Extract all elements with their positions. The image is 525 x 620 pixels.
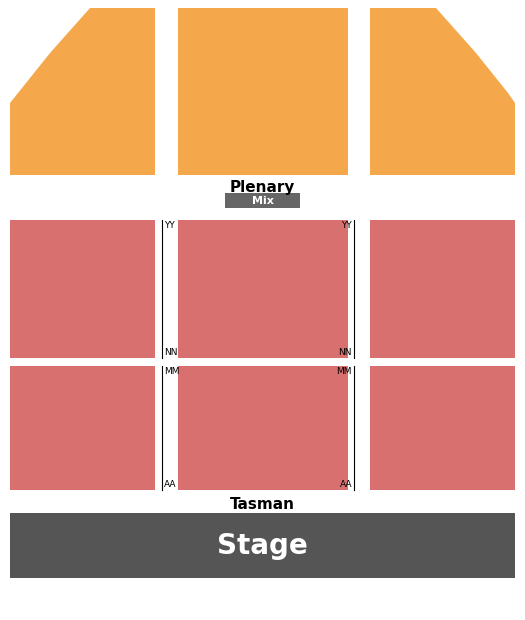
Text: MM: MM xyxy=(337,367,352,376)
Polygon shape xyxy=(370,220,515,358)
Text: YY: YY xyxy=(341,221,352,230)
Text: NN: NN xyxy=(339,348,352,357)
Text: NN: NN xyxy=(164,348,177,357)
Polygon shape xyxy=(178,8,348,175)
Text: Stage: Stage xyxy=(217,531,308,559)
Polygon shape xyxy=(10,220,155,358)
Text: Mix: Mix xyxy=(251,195,274,205)
Polygon shape xyxy=(178,220,348,358)
Polygon shape xyxy=(370,8,515,175)
Text: AA: AA xyxy=(164,480,176,489)
Polygon shape xyxy=(370,366,515,490)
Text: YY: YY xyxy=(164,221,175,230)
Text: Plenary: Plenary xyxy=(229,180,295,195)
Bar xyxy=(225,193,300,208)
Text: AA: AA xyxy=(340,480,352,489)
Text: MM: MM xyxy=(164,367,180,376)
Polygon shape xyxy=(10,366,155,490)
Text: Tasman: Tasman xyxy=(229,497,295,512)
Polygon shape xyxy=(10,8,155,175)
Polygon shape xyxy=(178,366,348,490)
Polygon shape xyxy=(10,513,515,578)
